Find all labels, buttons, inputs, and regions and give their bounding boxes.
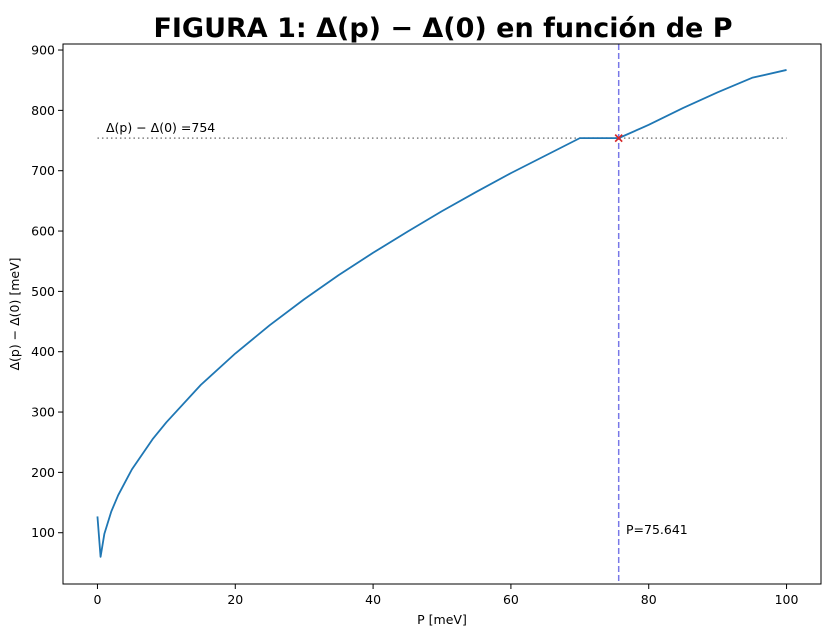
y-axis-label: Δ(p) − Δ(0) [meV] bbox=[7, 257, 22, 370]
x-tick-label: 60 bbox=[503, 592, 519, 607]
y-tick-label: 500 bbox=[31, 284, 55, 299]
y-tick-label: 100 bbox=[31, 525, 55, 540]
x-tick-label: 80 bbox=[641, 592, 657, 607]
y-tick-label: 600 bbox=[31, 224, 55, 239]
y-tick-label: 900 bbox=[31, 43, 55, 58]
y-tick-label: 200 bbox=[31, 465, 55, 480]
p-annotation: P=75.641 bbox=[626, 522, 688, 537]
x-tick-label: 100 bbox=[775, 592, 799, 607]
x-tick-label: 20 bbox=[227, 592, 243, 607]
intersection-marker bbox=[614, 134, 623, 143]
y-tick-label: 300 bbox=[31, 405, 55, 420]
marker-stroke-2 bbox=[614, 134, 623, 143]
series-line-0 bbox=[96, 69, 787, 558]
delta-annotation: Δ(p) − Δ(0) =754 bbox=[106, 120, 215, 135]
plot-area bbox=[96, 44, 787, 584]
x-tick-label: 0 bbox=[93, 592, 101, 607]
y-tick-label: 400 bbox=[31, 344, 55, 359]
plot-frame bbox=[62, 43, 822, 585]
chart-title: FIGURA 1: Δ(p) − Δ(0) en función de P bbox=[153, 13, 732, 44]
y-tick-label: 700 bbox=[31, 163, 55, 178]
x-tick-label: 40 bbox=[365, 592, 381, 607]
axis-ticks: 0 20 40 60 80 100 100 200 300 400 500 600 700 800 900 bbox=[31, 43, 798, 607]
y-tick-label: 800 bbox=[31, 103, 55, 118]
x-axis-label: P [meV] bbox=[417, 612, 467, 627]
